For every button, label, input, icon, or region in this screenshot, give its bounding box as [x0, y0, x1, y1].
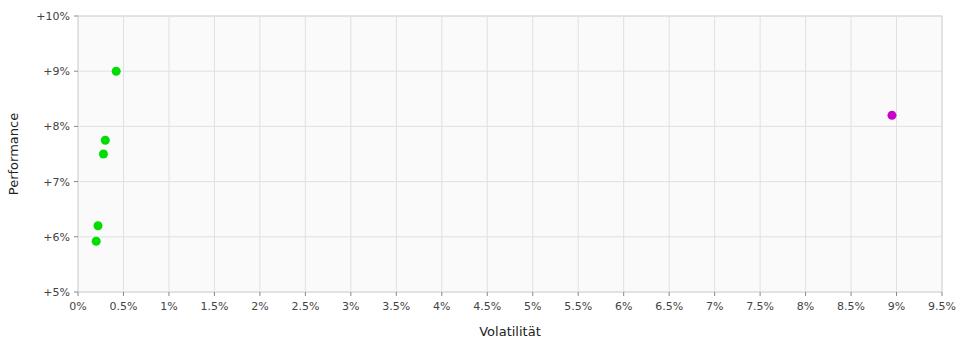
x-tick: [669, 292, 670, 296]
grid: [78, 16, 942, 292]
point: [92, 237, 101, 246]
y-tick-label: +5%: [43, 286, 70, 299]
x-grid-line: [350, 16, 351, 292]
y-axis-label: Performance: [6, 113, 21, 195]
x-tick: [805, 292, 806, 296]
x-tick: [168, 292, 169, 296]
x-tick: [578, 292, 579, 296]
x-grid-line: [851, 16, 852, 292]
x-grid-line: [578, 16, 579, 292]
x-grid-line: [942, 16, 943, 292]
x-tick-label: 5%: [524, 300, 541, 313]
points: [92, 67, 897, 246]
x-tick-label: 9%: [888, 300, 905, 313]
x-tick-label: 0%: [69, 300, 86, 313]
x-tick: [942, 292, 943, 296]
x-tick-label: 6%: [615, 300, 632, 313]
x-tick: [714, 292, 715, 296]
x-tick-label: 8.5%: [837, 300, 865, 313]
y-tick-label: +9%: [43, 65, 70, 78]
x-grid-line: [669, 16, 670, 292]
y-tick-label: +6%: [43, 231, 70, 244]
series: [92, 67, 121, 246]
x-tick-label: 1%: [160, 300, 177, 313]
x-grid-line: [714, 16, 715, 292]
x-grid-line: [623, 16, 624, 292]
x-tick: [441, 292, 442, 296]
x-tick-label: 2.5%: [291, 300, 319, 313]
point: [887, 111, 896, 120]
y-grid-line: [78, 16, 942, 17]
x-grid-line: [214, 16, 215, 292]
x-tick: [487, 292, 488, 296]
x-grid-line: [259, 16, 260, 292]
point: [101, 136, 110, 145]
x-tick: [78, 292, 79, 296]
y-grid-line: [78, 181, 942, 182]
y-tick-label: +8%: [43, 120, 70, 133]
x-tick: [851, 292, 852, 296]
x-tick-label: 4.5%: [473, 300, 501, 313]
x-grid-line: [805, 16, 806, 292]
point: [112, 67, 121, 76]
x-grid-line: [78, 16, 79, 292]
x-tick: [214, 292, 215, 296]
x-grid-line: [396, 16, 397, 292]
x-grid-line: [305, 16, 306, 292]
x-tick-label: 0.5%: [109, 300, 137, 313]
chart: 0% 0.5% 1% 1.5% 2% 2.5% 3% 3.5% 4% 4.5% 5% 5.5% 6% 6.…: [0, 0, 966, 350]
point: [99, 150, 108, 159]
series: [887, 111, 896, 120]
x-grid-line: [896, 16, 897, 292]
x-grid-line: [760, 16, 761, 292]
x-tick-label: 2%: [251, 300, 268, 313]
x-tick-label: 5.5%: [564, 300, 592, 313]
x-tick: [123, 292, 124, 296]
x-tick-label: 1.5%: [200, 300, 228, 313]
x-grid-line: [487, 16, 488, 292]
x-tick: [760, 292, 761, 296]
y-grid-line: [78, 292, 942, 293]
y-grid-line: [78, 71, 942, 72]
x-tick: [259, 292, 260, 296]
y-grid-line: [78, 236, 942, 237]
x-tick: [896, 292, 897, 296]
x-tick-label: 3.5%: [382, 300, 410, 313]
chart-container: 0% 0.5% 1% 1.5% 2% 2.5% 3% 3.5% 4% 4.5% 5% 5.5% 6% 6.…: [0, 0, 966, 350]
y-grid-line: [78, 126, 942, 127]
x-tick-label: 9.5%: [928, 300, 956, 313]
y-tick: [74, 16, 78, 17]
x-grid-line: [532, 16, 533, 292]
x-tick: [532, 292, 533, 296]
x-grid-line: [123, 16, 124, 292]
y-tick: [74, 181, 78, 182]
x-tick-label: 4%: [433, 300, 450, 313]
plot-area: [78, 16, 942, 292]
y-tick: [74, 126, 78, 127]
y-tick: [74, 236, 78, 237]
point: [94, 221, 103, 230]
x-tick: [623, 292, 624, 296]
x-tick-label: 8%: [797, 300, 814, 313]
x-tick-label: 3%: [342, 300, 359, 313]
x-grid-line: [441, 16, 442, 292]
x-tick: [350, 292, 351, 296]
x-axis-label: Volatilität: [479, 324, 541, 339]
y-tick: [74, 71, 78, 72]
tick-labels: 0% 0.5% 1% 1.5% 2% 2.5% 3% 3.5% 4% 4.5% 5% 5.5% 6% 6.…: [36, 10, 956, 313]
x-tick: [305, 292, 306, 296]
x-grid-line: [168, 16, 169, 292]
x-tick-label: 7%: [706, 300, 723, 313]
y-tick-label: +10%: [36, 10, 70, 23]
y-tick: [74, 292, 78, 293]
x-tick: [396, 292, 397, 296]
x-tick-label: 6.5%: [655, 300, 683, 313]
x-tick-label: 7.5%: [746, 300, 774, 313]
y-tick-label: +7%: [43, 176, 70, 189]
